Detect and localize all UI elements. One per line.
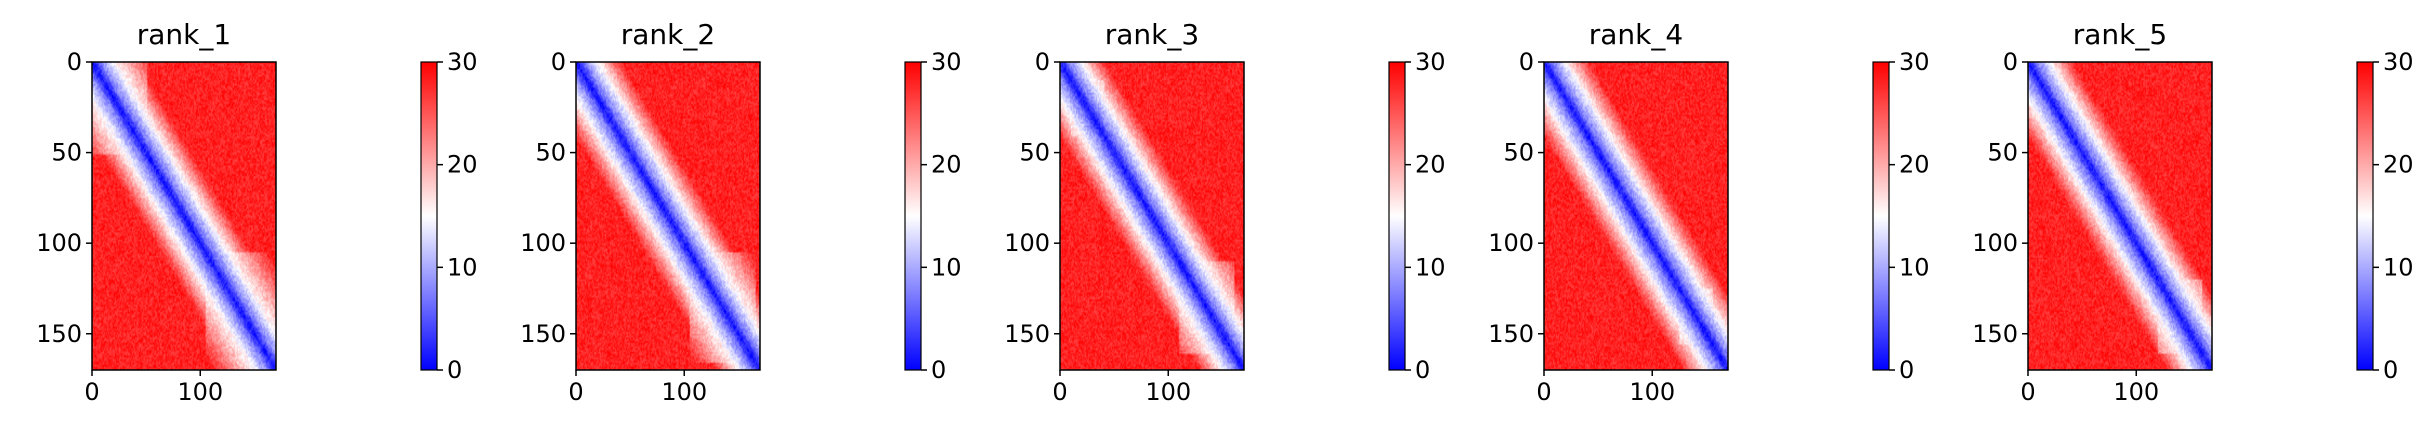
colorbar-tick-label: 10 — [1415, 253, 1446, 281]
axes-frame — [1543, 61, 1729, 371]
y-tick-label: 150 — [1004, 320, 1050, 348]
panel-5: rank_5 0 100 0 50 100 150 0 10 20 30 — [1972, 18, 2413, 406]
y-tick-label: 100 — [1004, 229, 1050, 257]
colorbar-tick-label: 10 — [1899, 253, 1930, 281]
panel-title: rank_3 — [1105, 18, 1199, 51]
y-tick-label: 0 — [2003, 48, 2018, 76]
panel-1: rank_1 0 100 0 50 100 150 0 10 20 30 — [36, 18, 477, 406]
panel-title: rank_5 — [2073, 18, 2167, 51]
colorbar — [1872, 61, 1890, 371]
y-tick-label: 50 — [1503, 139, 1534, 167]
colorbar-tick-label: 30 — [1899, 48, 1930, 76]
panel-4: rank_4 0 100 0 50 100 150 0 10 20 30 — [1488, 18, 1929, 406]
x-tick-label: 100 — [1145, 378, 1191, 406]
colorbar-tick-label: 10 — [2383, 253, 2414, 281]
colorbar — [2356, 61, 2374, 371]
panel-title: rank_4 — [1589, 18, 1683, 51]
colorbar-tick-label: 30 — [447, 48, 478, 76]
y-tick-label: 150 — [1488, 320, 1534, 348]
heatmap-image — [576, 62, 760, 370]
colorbar-tick-label: 0 — [1899, 356, 1914, 384]
colorbar-tick-label: 10 — [931, 253, 962, 281]
colorbar-tick-label: 20 — [2383, 151, 2414, 179]
colorbar-tick-label: 10 — [447, 253, 478, 281]
colorbar-tick-label: 0 — [931, 356, 946, 384]
colorbar-tick-label: 0 — [2383, 356, 2398, 384]
panel-3: rank_3 0 100 0 50 100 150 0 10 20 30 — [1004, 18, 1445, 406]
colorbar — [420, 61, 438, 371]
axes-frame — [1059, 61, 1245, 371]
colorbar-tick-label: 30 — [931, 48, 962, 76]
y-tick-label: 0 — [551, 48, 566, 76]
heatmap-image — [1544, 62, 1728, 370]
y-tick-label: 100 — [1488, 229, 1534, 257]
colorbar-tick-label: 0 — [1415, 356, 1430, 384]
y-tick-label: 0 — [1035, 48, 1050, 76]
heatmap-image — [1060, 62, 1244, 370]
axes-frame — [575, 61, 761, 371]
x-tick-label: 0 — [1536, 378, 1551, 406]
x-tick-label: 0 — [1052, 378, 1067, 406]
colorbar-tick-label: 20 — [1899, 151, 1930, 179]
x-tick-label: 100 — [2113, 378, 2159, 406]
panel-title: rank_1 — [137, 18, 231, 51]
y-tick-label: 0 — [1519, 48, 1534, 76]
x-tick-label: 100 — [177, 378, 223, 406]
axes-frame — [2027, 61, 2213, 371]
y-tick-label: 150 — [1972, 320, 2018, 348]
colorbar-tick-label: 20 — [931, 151, 962, 179]
colorbar-tick-label: 20 — [1415, 151, 1446, 179]
y-tick-label: 100 — [520, 229, 566, 257]
heatmap-image — [92, 62, 276, 370]
x-tick-label: 0 — [568, 378, 583, 406]
y-tick-label: 50 — [1019, 139, 1050, 167]
heatmap-image — [2028, 62, 2212, 370]
y-tick-label: 100 — [36, 229, 82, 257]
x-tick-label: 100 — [1629, 378, 1675, 406]
panel-2: rank_2 0 100 0 50 100 150 0 10 20 30 — [520, 18, 961, 406]
y-tick-label: 100 — [1972, 229, 2018, 257]
y-tick-label: 150 — [520, 320, 566, 348]
x-tick-label: 0 — [84, 378, 99, 406]
axes-frame — [91, 61, 277, 371]
colorbar-tick-label: 20 — [447, 151, 478, 179]
panel-title: rank_2 — [621, 18, 715, 51]
colorbar — [904, 61, 922, 371]
x-tick-label: 0 — [2020, 378, 2035, 406]
y-tick-label: 50 — [1987, 139, 2018, 167]
y-tick-label: 50 — [51, 139, 82, 167]
y-tick-label: 50 — [535, 139, 566, 167]
y-tick-label: 150 — [36, 320, 82, 348]
colorbar-tick-label: 30 — [2383, 48, 2414, 76]
colorbar-tick-label: 0 — [447, 356, 462, 384]
colorbar-tick-label: 30 — [1415, 48, 1446, 76]
colorbar — [1388, 61, 1406, 371]
y-tick-label: 0 — [67, 48, 82, 76]
x-tick-label: 100 — [661, 378, 707, 406]
